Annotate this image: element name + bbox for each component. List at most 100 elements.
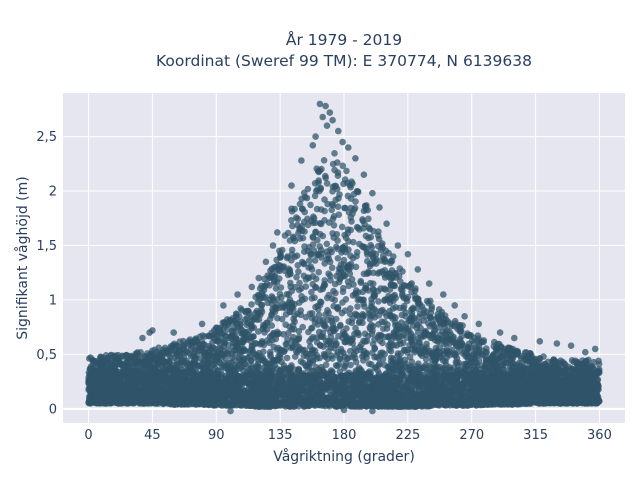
data-point — [379, 318, 386, 325]
data-point — [320, 343, 327, 350]
data-point — [269, 295, 276, 302]
data-point — [255, 357, 262, 364]
data-point — [267, 351, 274, 358]
data-point — [272, 305, 279, 312]
data-point — [343, 168, 350, 175]
data-point — [379, 245, 386, 252]
data-point — [490, 363, 497, 370]
data-point — [452, 353, 459, 360]
data-point — [300, 359, 307, 366]
data-point — [308, 336, 315, 343]
data-point — [336, 211, 343, 218]
data-point — [499, 362, 506, 369]
data-point — [595, 358, 602, 365]
data-point — [403, 309, 410, 316]
data-point — [413, 295, 420, 302]
data-point — [329, 230, 336, 237]
data-point — [368, 234, 375, 241]
data-point — [347, 227, 354, 234]
data-point — [314, 303, 321, 310]
data-point — [356, 241, 363, 248]
data-point — [318, 333, 325, 340]
chart-subtitle: Koordinat (Sweref 99 TM): E 370774, N 61… — [156, 52, 532, 70]
data-point — [301, 352, 308, 359]
data-point — [309, 347, 316, 354]
data-point — [420, 310, 427, 317]
data-point — [178, 356, 185, 363]
data-point — [335, 203, 342, 210]
data-point — [471, 359, 478, 366]
data-point — [453, 343, 460, 350]
data-point — [271, 279, 278, 286]
data-point — [352, 311, 359, 318]
data-point — [294, 252, 301, 259]
data-point — [433, 345, 440, 352]
data-point — [412, 287, 419, 294]
data-point — [388, 348, 395, 355]
data-point — [343, 296, 350, 303]
data-point — [324, 241, 331, 248]
data-point — [162, 345, 169, 352]
data-point — [315, 269, 322, 276]
data-point — [349, 276, 356, 283]
data-point — [320, 233, 327, 240]
data-point — [274, 315, 281, 322]
data-point — [483, 356, 490, 363]
data-point — [423, 341, 430, 348]
data-point — [288, 217, 295, 224]
data-point — [306, 257, 313, 264]
data-point — [321, 323, 328, 330]
data-point — [331, 150, 338, 157]
data-point — [305, 329, 312, 336]
data-point — [347, 305, 354, 312]
data-point — [183, 349, 190, 356]
data-point — [312, 193, 319, 200]
data-point — [298, 196, 305, 203]
data-point — [299, 259, 306, 266]
data-point — [217, 345, 224, 352]
data-point — [292, 238, 299, 245]
data-point — [378, 332, 385, 339]
data-point — [396, 358, 403, 365]
data-point — [308, 252, 315, 259]
data-point — [341, 232, 348, 239]
data-point — [273, 285, 280, 292]
data-point — [569, 357, 576, 364]
data-point — [315, 177, 322, 184]
data-point — [354, 249, 361, 256]
data-point — [301, 209, 308, 216]
data-point — [274, 346, 281, 353]
data-point — [190, 363, 197, 370]
data-point — [218, 330, 225, 337]
data-point — [440, 335, 447, 342]
data-point — [339, 310, 346, 317]
data-point — [493, 355, 500, 362]
data-point — [312, 229, 319, 236]
data-point — [315, 168, 322, 175]
data-point — [324, 180, 331, 187]
data-point — [283, 341, 290, 348]
data-point — [193, 335, 200, 342]
data-point — [395, 350, 402, 357]
data-point — [362, 203, 369, 210]
data-point — [410, 305, 417, 312]
data-point — [363, 351, 370, 358]
data-point — [328, 315, 335, 322]
data-point — [238, 307, 245, 314]
data-point — [290, 322, 297, 329]
data-point — [316, 243, 323, 250]
data-point — [332, 338, 339, 345]
data-point — [354, 303, 361, 310]
data-point — [233, 311, 240, 318]
data-point — [346, 283, 353, 290]
data-point — [292, 353, 299, 360]
data-point — [367, 261, 374, 268]
data-point — [444, 346, 451, 353]
data-point — [340, 289, 347, 296]
data-point — [310, 241, 317, 248]
data-point — [208, 345, 215, 352]
data-point — [332, 183, 339, 190]
data-point — [236, 323, 243, 330]
data-point — [354, 330, 361, 337]
